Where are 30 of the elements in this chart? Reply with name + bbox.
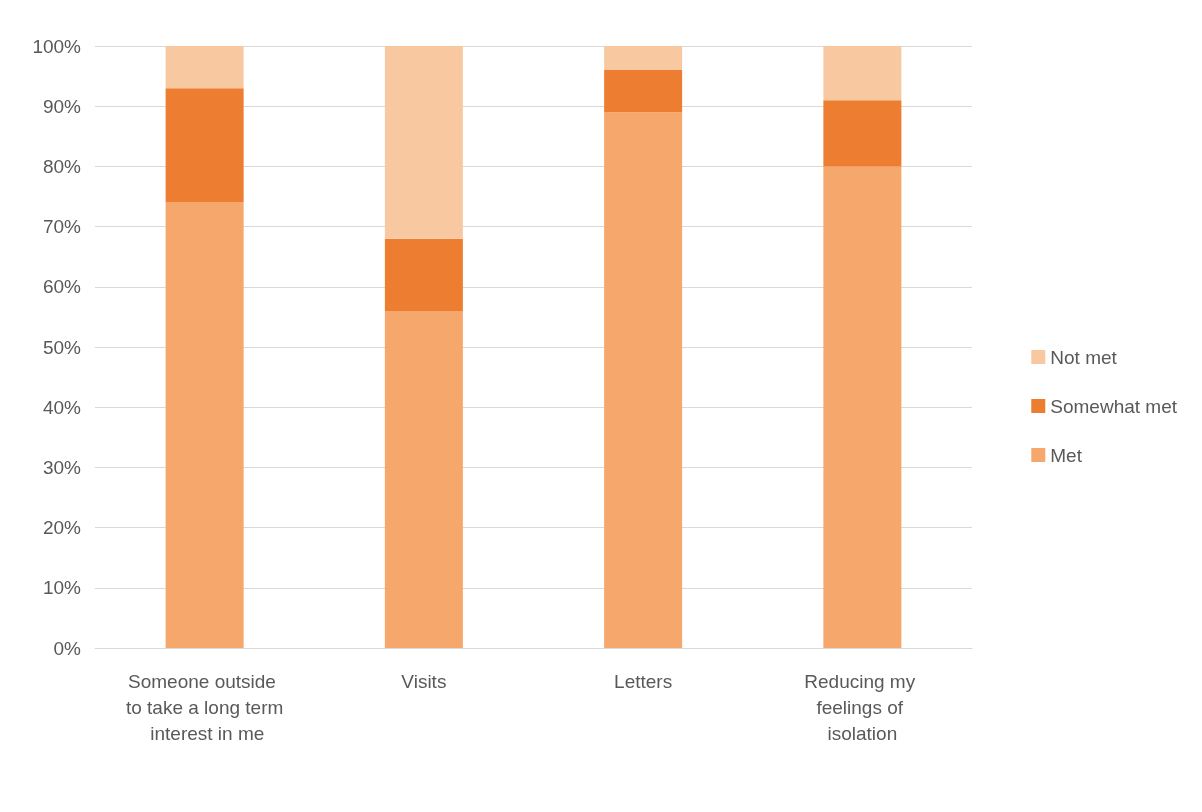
bar [604,46,683,71]
bar [384,46,463,239]
bar [823,166,902,648]
x-tick-label: Someone outside to take a long term interest in me [125,670,284,744]
y-tick-label: 90% [42,95,82,117]
legend-label: Somewhat met [1050,395,1178,417]
legend-label: Not met [1050,346,1118,368]
y-tick-label: 60% [42,276,82,298]
x-tick-label: Letters [614,670,673,692]
y-tick-label: 0% [53,637,82,659]
bar [165,202,244,648]
y-tick-label: 80% [42,155,82,177]
x-tick-label: Reducing my feelings of isolation [804,670,921,744]
bar [165,88,244,203]
legend-label: Met [1050,444,1083,466]
bar [604,70,683,113]
bar [165,46,244,89]
bar [604,112,683,648]
y-tick-label: 70% [42,216,82,238]
y-tick-label: 10% [42,577,82,599]
y-tick-label: 40% [42,396,82,418]
bar [823,46,902,101]
x-tick-label: Visits [401,670,447,692]
bar [384,310,463,648]
y-tick-label: 50% [42,336,82,358]
y-tick-label: 20% [42,517,82,539]
bar [823,100,902,167]
y-tick-label: 100% [32,35,82,57]
y-tick-label: 30% [42,456,82,478]
bar [384,238,463,311]
